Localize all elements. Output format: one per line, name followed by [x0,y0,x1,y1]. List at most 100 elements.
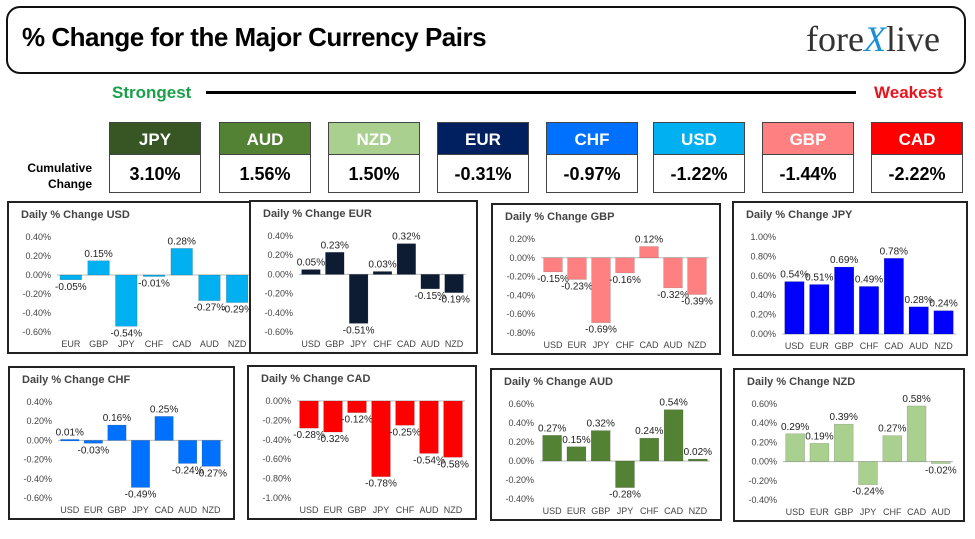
chart-panel-2: Daily % Change EUR 0.40% 0.20% 0.00% -0.20% -… [249,200,478,354]
x-tick-label: CAD [664,506,684,516]
data-label: -0.16% [609,275,641,286]
x-tick-label: NZD [202,505,221,515]
x-tick-label: EUR [323,505,343,515]
currency-tile-aud: AUD 1.56% [219,122,311,193]
y-tick-label: 0.60% [508,399,534,409]
y-tick-label: 0.40% [751,418,777,428]
y-tick-label: -0.60% [262,454,291,464]
data-label: 0.23% [321,240,349,251]
x-tick-label: JPY [132,505,149,515]
y-tick-label: 0.00% [25,270,51,280]
y-tick-label: 0.20% [750,310,776,320]
x-tick-label: CAD [155,505,175,515]
x-tick-label: AUD [931,507,951,517]
y-tick-label: -0.60% [23,493,52,503]
bar-jpy [615,460,635,488]
bar-chf [142,274,166,277]
y-tick-label: -0.80% [262,474,291,484]
data-label: 0.02% [684,447,712,458]
bar-aud [198,274,221,301]
chart-panel-1: Daily % Change USD 0.40% 0.20% 0.00% -0.20% -… [7,201,263,354]
bar-gbp [590,430,611,462]
data-label: 0.58% [902,394,930,405]
bar-chart: 0.20% 0.00% -0.20% -0.40% -0.60% -0.80% -0.15%… [506,234,713,350]
currency-name: CHF [546,122,638,155]
data-label: 0.15% [562,435,590,446]
y-tick-label: 0.00% [750,329,776,339]
bar-jpy [591,257,611,323]
bar-aud [420,274,440,290]
bar-chart: 1.00% 0.80% 0.60% 0.40% 0.20% 0.00% 0.54% USD 0.… [750,232,957,351]
chart-title: Daily % Change EUR [263,208,372,220]
bar-usd [784,281,805,335]
x-tick-label: CHF [396,505,415,515]
x-tick-label: EUR [567,340,587,350]
x-tick-label: GBP [325,339,344,349]
x-tick-label: AUD [178,505,198,515]
data-label: -0.39% [681,296,713,307]
cumulative-change-value: -1.22% [653,155,745,193]
currency-tile-chf: CHF -0.97% [546,122,638,193]
data-label: 0.32% [392,232,420,243]
bar-usd [60,439,80,442]
x-tick-label: GBP [89,339,108,349]
currency-tile-gbp: GBP -1.44% [762,122,854,193]
chart-title: Daily % Change AUD [504,376,614,388]
data-label: -0.32% [657,290,689,301]
data-label: 0.28% [168,236,196,247]
bar-cad [639,246,659,259]
data-label: 0.29% [781,422,809,433]
data-label: -0.19% [438,295,470,306]
bar-nzd [226,274,249,303]
bar-chart: 0.40% 0.20% 0.00% -0.20% -0.40% -0.60% -0.05% E… [22,232,253,349]
x-tick-label: USD [543,506,563,516]
data-label: 0.51% [805,273,833,284]
chart-title: Daily % Change CAD [261,373,371,385]
bar-jpy [115,274,138,327]
x-tick-label: AUD [200,339,220,349]
data-label: -0.02% [925,466,957,477]
x-tick-label: CHF [145,339,164,349]
bar-jpy [131,440,150,488]
bar-nzd [687,257,707,295]
data-label: -0.32% [317,434,349,445]
data-label: 0.27% [538,423,566,434]
x-tick-label: CHF [640,506,659,516]
bar-eur [59,274,82,280]
bar-chf [615,257,635,274]
chart-panel-4: Daily % Change JPY 1.00% 0.80% 0.60% 0.40% 0.… [732,201,968,356]
currency-name: JPY [109,122,201,155]
bar-chart: 0.00% -0.20% -0.40% -0.60% -0.80% -1.00% -0.28… [262,396,468,515]
cumulative-change-label: Cumulative Change [27,161,92,191]
data-label: 0.78% [880,246,908,257]
bar-gbp [107,424,127,441]
bar-aud [908,306,929,335]
data-label: -0.54% [110,328,142,339]
data-label: 0.39% [830,412,858,423]
chart-panel-7: Daily % Change AUD 0.60% 0.40% 0.20% 0.00% -0… [490,368,722,521]
y-tick-label: -0.20% [748,476,777,486]
bar-jpy [349,274,369,324]
y-tick-label: 0.00% [267,269,293,279]
bar-cad [154,416,174,441]
x-tick-label: AUD [421,339,441,349]
y-tick-label: -0.40% [23,474,52,484]
bar-eur [83,440,103,444]
x-tick-label: NZD [445,339,464,349]
data-label: -0.23% [561,281,593,292]
data-label: -0.15% [414,291,446,302]
bar-gbp [347,400,367,413]
data-label: -0.27% [194,303,226,314]
y-tick-label: 0.40% [26,397,52,407]
bar-chart: 0.60% 0.40% 0.20% 0.00% -0.20% -0.40% 0.29% USD… [748,394,957,517]
data-label: -0.27% [195,468,227,479]
y-tick-label: -0.20% [506,272,535,282]
data-label: 0.05% [297,258,325,269]
bar-usd [542,435,562,462]
x-tick-label: JPY [118,339,135,349]
data-label: -0.49% [125,489,157,500]
data-label: 0.15% [84,249,112,260]
bar-eur [323,400,343,433]
data-label: -0.69% [585,325,617,336]
x-tick-label: CAD [397,339,417,349]
